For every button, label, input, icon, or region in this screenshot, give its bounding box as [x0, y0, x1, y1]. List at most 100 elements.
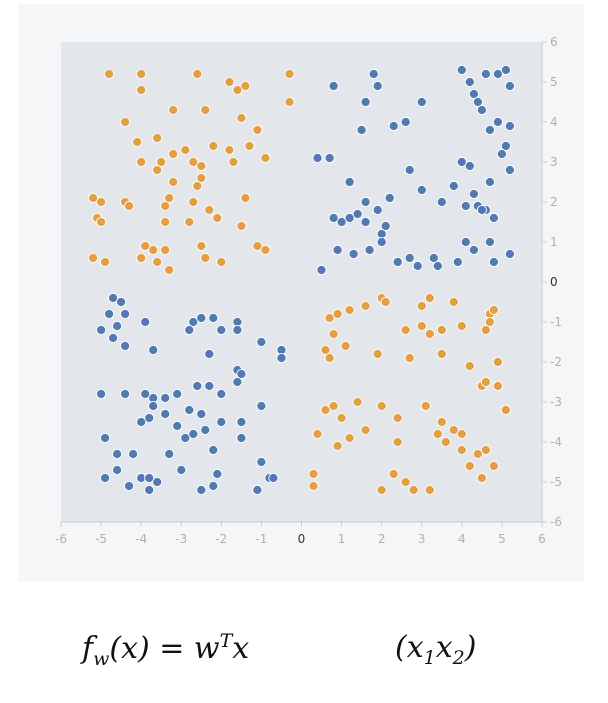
data-point [480, 376, 491, 388]
data-point [160, 408, 171, 420]
data-point [344, 212, 355, 224]
data-point [188, 428, 199, 440]
data-point [492, 68, 503, 80]
data-point [152, 256, 163, 268]
data-point [348, 248, 359, 260]
data-point [132, 136, 143, 148]
data-point [332, 244, 343, 256]
data-point [488, 460, 499, 472]
data-point [192, 180, 203, 192]
data-point [240, 80, 251, 92]
data-point [252, 240, 263, 252]
data-point [436, 196, 447, 208]
data-point [360, 424, 371, 436]
data-point [364, 244, 375, 256]
data-point [428, 252, 439, 264]
data-point [312, 152, 323, 164]
data-point [188, 156, 199, 168]
data-point [212, 212, 223, 224]
data-point [136, 68, 147, 80]
data-point [388, 120, 399, 132]
formula-function-name: f [82, 631, 94, 666]
data-point [416, 184, 427, 196]
data-point [184, 216, 195, 228]
data-point [484, 176, 495, 188]
data-point [268, 472, 279, 484]
formula-body: (x) = w [109, 631, 220, 666]
data-point [392, 412, 403, 424]
data-point [96, 388, 107, 400]
data-point [180, 144, 191, 156]
data-point [476, 204, 487, 216]
y-tick-label: 2 [550, 195, 558, 209]
data-point [172, 388, 183, 400]
data-point [140, 316, 151, 328]
data-point [448, 424, 459, 436]
data-point [416, 96, 427, 108]
data-point [372, 204, 383, 216]
data-point [160, 244, 171, 256]
data-point [496, 148, 507, 160]
data-point [412, 260, 423, 272]
data-point [252, 124, 263, 136]
data-point [332, 440, 343, 452]
data-point [276, 352, 287, 364]
data-point [136, 84, 147, 96]
data-point [400, 476, 411, 488]
y-axis: 6 5 4 3 2 1 0 -1 -2 -3 -4 -5 -6 [541, 35, 562, 529]
data-point [152, 132, 163, 144]
series-1-points [96, 64, 515, 496]
data-point [120, 388, 131, 400]
data-point [416, 320, 427, 332]
data-point [456, 156, 467, 168]
data-point [244, 140, 255, 152]
data-point [256, 456, 267, 468]
data-point [236, 432, 247, 444]
data-point [212, 468, 223, 480]
data-point [160, 216, 171, 228]
data-point [160, 392, 171, 404]
data-points [88, 64, 515, 496]
x-tick-label: 0 [298, 532, 306, 546]
data-point [252, 484, 263, 496]
y-tick-label: -4 [550, 435, 562, 449]
data-point [416, 300, 427, 312]
data-point [340, 340, 351, 352]
x-tick-label: 1 [338, 532, 346, 546]
data-point [164, 448, 175, 460]
data-point [204, 348, 215, 360]
y-tick-label: -1 [550, 315, 562, 329]
data-point [500, 64, 511, 76]
data-point [484, 236, 495, 248]
scatter-plot: 6 5 4 3 2 1 0 -1 -2 -3 -4 -5 -6 -6 -5 -4 -3 -2 -1 0 1 2 3 4 5 6 [55, 35, 562, 546]
data-point [232, 324, 243, 336]
data-point [260, 152, 271, 164]
x-tick-label: -3 [175, 532, 187, 546]
data-point [284, 68, 295, 80]
data-point [100, 472, 111, 484]
data-point [200, 104, 211, 116]
data-point [456, 444, 467, 456]
data-point [216, 388, 227, 400]
data-point [144, 472, 155, 484]
data-point [88, 192, 99, 204]
data-point [400, 116, 411, 128]
data-point [100, 256, 111, 268]
data-point [344, 304, 355, 316]
data-point [384, 192, 395, 204]
data-point [464, 76, 475, 88]
data-point [392, 436, 403, 448]
data-point [504, 80, 515, 92]
data-point [372, 80, 383, 92]
data-point [344, 176, 355, 188]
data-point [468, 244, 479, 256]
data-point [196, 160, 207, 172]
data-point [464, 460, 475, 472]
data-point [404, 252, 415, 264]
series-0-points [88, 68, 511, 496]
data-point [356, 124, 367, 136]
data-point [184, 324, 195, 336]
data-point [476, 104, 487, 116]
data-point [204, 380, 215, 392]
data-point [112, 320, 123, 332]
